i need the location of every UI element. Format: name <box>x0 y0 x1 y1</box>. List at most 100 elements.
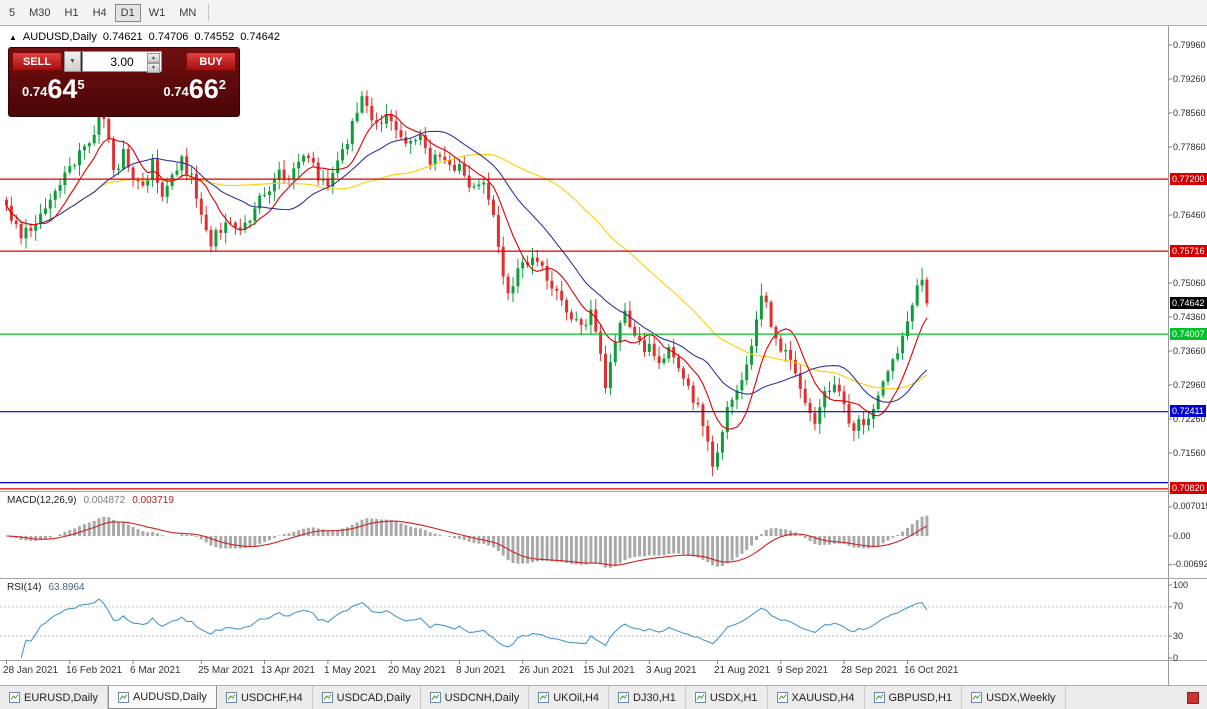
macd-name: MACD(12,26,9) <box>7 495 77 506</box>
buy-button[interactable]: BUY <box>186 52 236 71</box>
chart-tab-gbpusd-h1[interactable]: GBPUSD,H1 <box>864 686 963 709</box>
trade-controls-row: SELL ▼ 3.00 ▲ ▼ BUY <box>12 51 236 73</box>
lot-size-value: 3.00 <box>110 54 134 69</box>
chart-canvas[interactable] <box>0 0 1207 686</box>
candles-layer <box>5 90 929 477</box>
rsi-tick-label: 70 <box>1173 601 1184 612</box>
timeframe-button-group: 5 M30 H1 H4 D1 W1 MN <box>0 3 214 22</box>
rsi-tick-label: 30 <box>1173 630 1184 641</box>
ask-price: 0.74 66 2 <box>163 76 226 103</box>
timeframe-button-h1[interactable]: H1 <box>64 6 79 19</box>
timeframe-button-m30[interactable]: M30 <box>29 6 51 19</box>
macd-indicator-label: MACD(12,26,9) 0.004872 0.003719 <box>7 495 174 506</box>
symbol-timeframe-label: AUDUSD,Daily <box>22 31 97 43</box>
chart-tab-bar: EURUSD,Daily AUDUSD,Daily USDCHF,H4 USDCAD,… <box>0 685 1207 709</box>
rsi-tick-label: 100 <box>1173 579 1189 590</box>
timeframe-button-d1[interactable]: D1 <box>114 3 141 22</box>
price-level-tag: 0.75716 <box>1170 244 1207 257</box>
chart-tab-label: UKOil,H4 <box>553 691 600 704</box>
open-value: 0.74621 <box>102 31 143 43</box>
rsi-tick-label: 0 <box>1173 652 1179 663</box>
chart-tab-ukoil-h4[interactable]: UKOil,H4 <box>529 686 610 709</box>
price-tick-label: 0.74360 <box>1173 311 1206 322</box>
chart-window-icon <box>873 692 885 703</box>
lot-decrease-button[interactable]: ▼ <box>147 63 160 73</box>
chart-tab-xauusd-h4[interactable]: XAUUSD,H4 <box>767 686 865 709</box>
bid-price-big-digits: 64 <box>47 74 78 104</box>
price-tick-label: 0.78560 <box>1173 107 1206 118</box>
tab-bar-end <box>1187 686 1207 709</box>
macd-signal-line <box>6 520 928 566</box>
price-tick-label: 0.72260 <box>1173 413 1206 424</box>
chart-window-icon <box>776 692 788 703</box>
macd-main-value: 0.004872 <box>83 495 126 506</box>
rsi-line <box>20 598 928 659</box>
price-tick-label: 0.71560 <box>1173 447 1206 458</box>
chart-tab-label: EURUSD,Daily <box>24 691 98 704</box>
timeframe-button-w1[interactable]: W1 <box>148 6 166 19</box>
chart-tab-label: USDX,H1 <box>709 691 758 704</box>
rsi-indicator-label: RSI(14) 63.8964 <box>7 582 85 593</box>
chart-tab-label: USDCAD,Daily <box>336 691 411 704</box>
chart-tab-dj30-h1[interactable]: DJ30,H1 <box>609 686 686 709</box>
chart-tab-usdx-h1[interactable]: USDX,H1 <box>685 686 768 709</box>
chart-tab-usdcnh-daily[interactable]: USDCNH,Daily <box>420 686 530 709</box>
chart-header: ▲ AUDUSD,Daily 0.74621 0.74706 0.74552 0… <box>9 31 280 43</box>
close-value: 0.74642 <box>240 31 280 43</box>
chart-window-icon <box>225 692 237 703</box>
one-click-collapse-icon[interactable]: ▲ <box>9 32 17 42</box>
price-level-tag: 0.70820 <box>1170 482 1207 495</box>
rsi-name: RSI(14) <box>7 582 42 593</box>
chart-tab-label: AUDUSD,Daily <box>132 691 207 703</box>
one-click-trading-panel: SELL ▼ 3.00 ▲ ▼ BUY 0.74 64 5 0.74 66 2 <box>8 47 240 117</box>
chart-window-icon <box>538 692 550 703</box>
chart-tab-label: USDCHF,H4 <box>240 691 303 704</box>
chart-tab-usdchf-h4[interactable]: USDCHF,H4 <box>216 686 313 709</box>
lot-increase-button[interactable]: ▲ <box>147 52 160 63</box>
price-tick-label: 0.75060 <box>1173 277 1206 288</box>
price-tick-label: 0.77860 <box>1173 141 1206 152</box>
chart-tab-label: USDX,Weekly <box>986 691 1056 704</box>
chart-window-icon <box>971 692 983 703</box>
macd-histogram <box>9 515 929 568</box>
lot-size-field[interactable]: 3.00 ▲ ▼ <box>82 51 162 73</box>
timeframe-button-h4[interactable]: H4 <box>92 6 107 19</box>
timeframe-button-mn[interactable]: MN <box>179 6 197 19</box>
macd-tick-label: 0.007015 <box>1173 501 1207 512</box>
lot-spinner: ▲ ▼ <box>147 52 160 73</box>
sell-button[interactable]: SELL <box>12 52 62 71</box>
bid-price-pip-digit: 5 <box>77 77 85 92</box>
chart-window-icon <box>694 692 706 703</box>
moving-average-line <box>6 130 928 403</box>
chart-tabs: EURUSD,Daily AUDUSD,Daily USDCHF,H4 USDCAD,… <box>0 686 1066 709</box>
current-price-tag: 0.74642 <box>1170 296 1207 309</box>
price-tick-label: 0.72960 <box>1173 379 1206 390</box>
macd-signal-value: 0.003719 <box>132 495 174 506</box>
tab-scroll-icon[interactable] <box>1187 691 1199 704</box>
price-tick-label: 0.79960 <box>1173 39 1206 50</box>
rsi-value: 63.8964 <box>48 582 85 593</box>
chart-tab-label: GBPUSD,H1 <box>888 691 953 704</box>
high-value: 0.74706 <box>148 31 189 43</box>
lot-dropdown-button[interactable]: ▼ <box>64 51 81 72</box>
chart-window-icon <box>618 692 630 703</box>
price-tick-label: 0.79260 <box>1173 73 1206 84</box>
chart-tab-label: XAUUSD,H4 <box>791 691 855 704</box>
chart-tab-label: DJ30,H1 <box>633 691 676 704</box>
toolbar-separator <box>208 4 210 21</box>
timeframe-button-5[interactable]: 5 <box>9 6 16 19</box>
price-level-tag: 0.72411 <box>1170 405 1206 418</box>
chart-tab-usdx-weekly[interactable]: USDX,Weekly <box>962 686 1066 709</box>
macd-tick-label: 0.00 <box>1173 530 1191 541</box>
chart-tab-usdcad-daily[interactable]: USDCAD,Daily <box>312 686 421 709</box>
bid-ask-row: 0.74 64 5 0.74 66 2 <box>12 72 236 104</box>
chart-window-icon <box>9 692 20 703</box>
timeframe-toolbar: 5 M30 H1 H4 D1 W1 MN <box>0 0 1207 26</box>
price-tick-label: 0.76460 <box>1173 209 1206 220</box>
chart-tab-eurusd-daily[interactable]: EURUSD,Daily <box>0 686 108 709</box>
price-axis[interactable]: 0.79960 0.79260 0.78560 0.77860 0.76460 0.750… <box>1169 0 1207 708</box>
chart-tab-label: USDCNH,Daily <box>444 691 520 704</box>
chart-tab-audusd-daily[interactable]: AUDUSD,Daily <box>107 686 217 709</box>
macd-tick-label: -0.00692 <box>1173 559 1207 570</box>
bid-price-prefix: 0.74 <box>22 84 48 99</box>
